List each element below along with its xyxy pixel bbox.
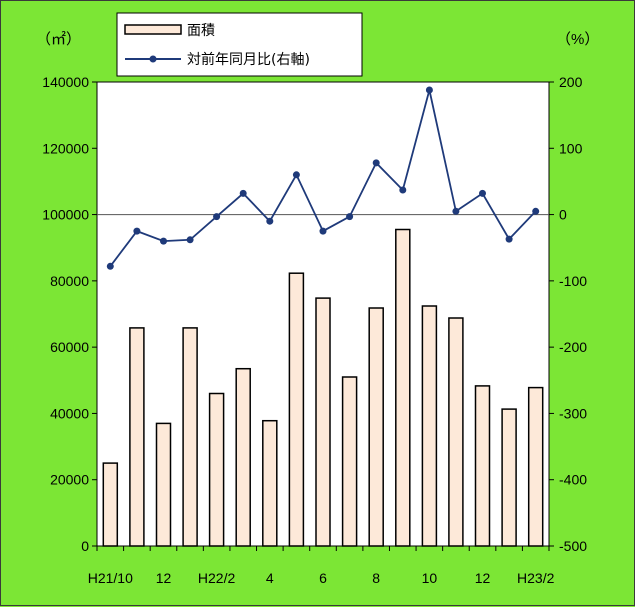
- left-tick-label: 120000: [42, 140, 89, 156]
- bar: [368, 307, 384, 547]
- legend-box: [116, 12, 363, 77]
- left-tick-label: 60000: [50, 339, 89, 355]
- x-tick-label: H23/2: [517, 570, 555, 586]
- right-tick-label: -400: [559, 472, 587, 488]
- left-tick-label: 20000: [50, 472, 89, 488]
- bar: [288, 272, 305, 547]
- bar: [155, 422, 172, 547]
- right-tick-label: -300: [559, 405, 587, 421]
- x-tick-label: 10: [422, 570, 438, 586]
- legend-bar-label: 面積: [187, 23, 215, 39]
- bar: [421, 305, 438, 547]
- line-point: [319, 227, 327, 235]
- line-point: [505, 235, 513, 243]
- line-point: [479, 189, 486, 197]
- bar: [315, 297, 331, 547]
- x-tick-label: H22/2: [198, 570, 236, 586]
- legend-line-marker: [149, 55, 157, 63]
- left-tick-label: 0: [81, 538, 89, 554]
- line-point: [186, 236, 194, 244]
- bar: [129, 327, 145, 547]
- bar: [474, 385, 491, 547]
- bar: [235, 367, 251, 547]
- line-point: [292, 171, 300, 179]
- line-point: [266, 217, 274, 225]
- x-tick-label: 12: [475, 570, 491, 586]
- line-point: [452, 207, 460, 215]
- right-tick-label: -200: [559, 339, 587, 355]
- line-point: [133, 227, 141, 235]
- bar: [395, 228, 411, 547]
- bar: [341, 376, 358, 547]
- bar-series: [102, 228, 544, 547]
- x-tick-label: H21/10: [88, 570, 133, 586]
- legend-bar-swatch: [124, 24, 182, 35]
- bar: [501, 408, 517, 547]
- right-tick-label: 100: [559, 140, 583, 156]
- bar: [527, 386, 544, 547]
- bar: [182, 327, 198, 547]
- line-point: [346, 213, 354, 221]
- legend-line-label: 対前年同月比(右軸): [187, 51, 310, 68]
- right-tick-label: -100: [559, 273, 587, 289]
- left-tick-label: 140000: [42, 74, 89, 90]
- line-point: [160, 237, 167, 245]
- line-point: [372, 159, 380, 167]
- legend: 面積 対前年同月比(右軸): [116, 12, 363, 77]
- bar: [102, 462, 119, 547]
- line-point: [532, 207, 540, 215]
- line-point: [106, 262, 114, 270]
- left-axis: 0 20000 40000 60000 80000 100000 120000 140000: [42, 74, 97, 554]
- line-point: [239, 189, 247, 197]
- x-axis: H21/10 12 H22/2 4 6 8 10 12 H23/2: [88, 546, 555, 586]
- line-point: [425, 86, 433, 94]
- left-axis-unit: （㎡）: [36, 31, 81, 48]
- right-tick-label: 0: [559, 207, 567, 223]
- x-tick-label: 8: [372, 570, 380, 586]
- bar: [208, 392, 225, 547]
- right-axis-unit: （%）: [556, 31, 599, 48]
- left-tick-label: 40000: [50, 405, 89, 421]
- right-axis: -500 -400 -300 -200 -100 0 100 200: [549, 74, 587, 554]
- line-point: [213, 213, 221, 221]
- x-tick-label: 12: [156, 570, 172, 586]
- right-tick-label: 200: [559, 74, 583, 90]
- x-tick-label: 4: [266, 570, 274, 586]
- right-tick-label: -500: [559, 538, 587, 554]
- line-point: [399, 186, 407, 194]
- left-tick-label: 100000: [42, 207, 89, 223]
- bar: [262, 419, 278, 547]
- bar: [448, 317, 464, 547]
- x-tick-label: 6: [319, 570, 327, 586]
- line-series: [106, 86, 540, 270]
- left-tick-label: 80000: [50, 273, 89, 289]
